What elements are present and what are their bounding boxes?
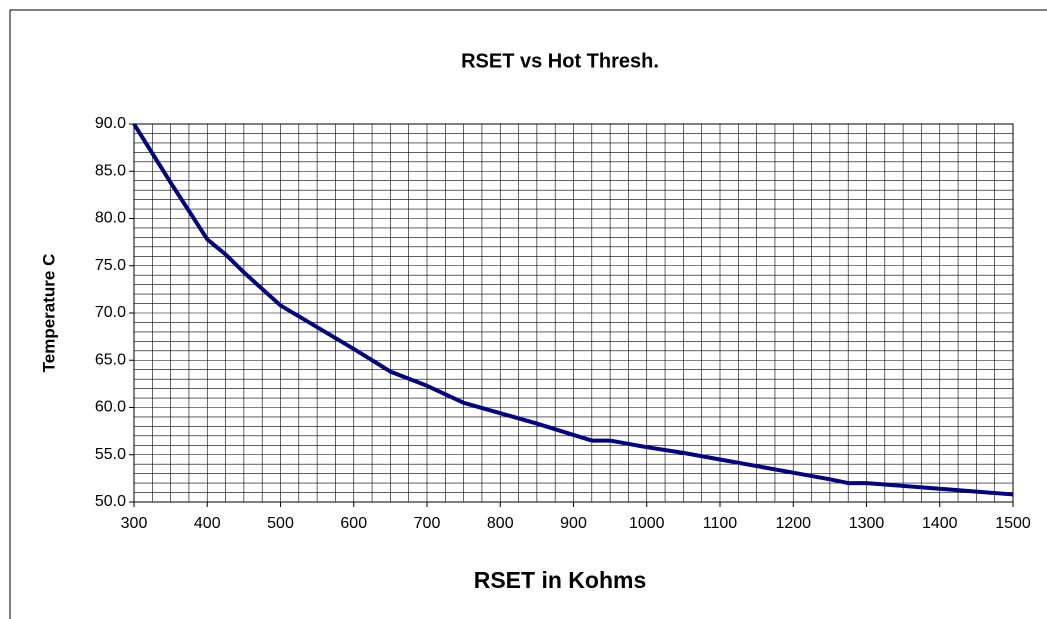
x-tick-label: 900	[560, 515, 587, 532]
x-tick-label: 400	[194, 515, 221, 532]
y-tick-label: 55.0	[95, 446, 126, 463]
y-tick-label: 85.0	[95, 162, 126, 179]
x-tick-label: 1200	[775, 515, 811, 532]
x-tick-label: 600	[340, 515, 367, 532]
x-tick-label: 1300	[849, 515, 885, 532]
x-tick-label: 800	[487, 515, 514, 532]
y-tick-label: 70.0	[95, 304, 126, 321]
y-tick-label: 65.0	[95, 351, 126, 368]
y-tick-label: 50.0	[95, 493, 126, 510]
chart-title: RSET vs Hot Thresh.	[461, 50, 659, 72]
y-tick-label: 90.0	[95, 115, 126, 132]
x-tick-label: 1400	[922, 515, 958, 532]
x-tick-label: 1100	[703, 515, 738, 532]
y-tick-label: 80.0	[95, 210, 126, 227]
x-tick-label: 1000	[629, 515, 665, 532]
x-tick-label: 500	[267, 515, 294, 532]
y-tick-label: 75.0	[95, 257, 126, 274]
x-tick-label: 700	[414, 515, 441, 532]
x-axis-label: RSET in Kohms	[474, 567, 647, 593]
plot	[132, 122, 1014, 497]
x-tick-label: 300	[121, 515, 148, 532]
y-tick-label: 60.0	[95, 399, 126, 416]
x-tick-label: 1500	[995, 515, 1031, 532]
plot-border	[133, 123, 1014, 503]
grid	[129, 123, 1014, 507]
y-axis-label: Temperature C	[39, 254, 58, 373]
chart-frame	[9, 9, 1047, 619]
data-line	[132, 122, 1014, 497]
